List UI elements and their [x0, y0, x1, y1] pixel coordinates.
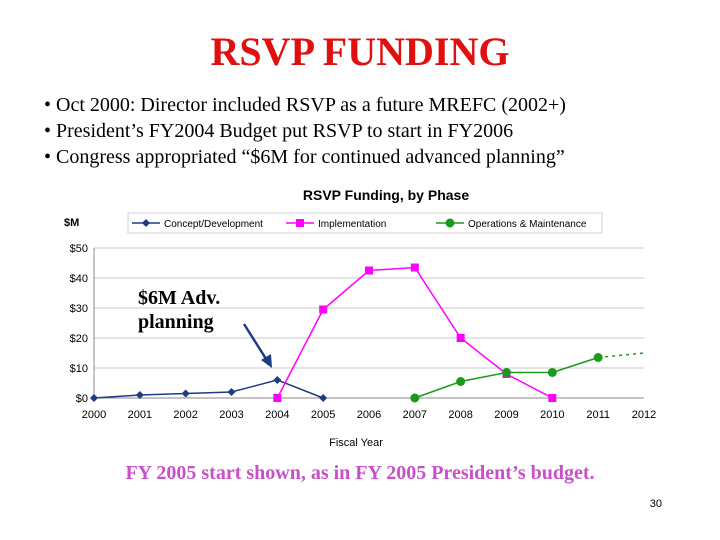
slide-title: RSVP FUNDING — [210, 29, 510, 74]
bullet-item: • Oct 2000: Director included RSVP as a … — [44, 94, 566, 116]
chart-legend: Concept/Development Implementation Operati… — [127, 212, 603, 234]
x-tick-label: 2007 — [403, 409, 427, 421]
bullet-item: • President’s FY2004 Budget put RSVP to … — [44, 120, 514, 142]
x-tick-label: 2009 — [494, 409, 518, 421]
x-tick-label: 2002 — [173, 409, 197, 421]
data-point — [273, 376, 282, 384]
data-point — [547, 368, 557, 377]
data-point — [90, 394, 98, 402]
data-point — [181, 389, 190, 398]
y-tick-label: $10 — [70, 363, 88, 375]
data-point — [319, 394, 328, 402]
x-tick-label: 2010 — [540, 409, 564, 421]
series-line — [276, 266, 553, 399]
x-tick-label: 2001 — [128, 409, 152, 421]
legend-entry: Implementation — [318, 219, 386, 230]
chart-series — [90, 263, 645, 403]
y-axis-label: $M — [64, 217, 79, 229]
series-implementation — [273, 263, 557, 402]
data-point — [548, 394, 557, 402]
annotation-callout: $6M Adv. planning — [138, 286, 248, 334]
x-axis-label: Fiscal Year — [329, 437, 383, 449]
x-tick-label: 2008 — [448, 409, 472, 421]
data-point — [410, 393, 420, 403]
data-point — [135, 391, 144, 399]
data-point — [227, 388, 236, 396]
data-point — [142, 219, 150, 227]
series-operations-maintenance — [410, 352, 645, 403]
x-tick-label: 2012 — [632, 409, 656, 421]
x-tick-label: 2003 — [219, 409, 243, 421]
y-tick-label: $20 — [70, 333, 88, 345]
bullet-item: • Congress appropriated “$6M for continu… — [44, 146, 565, 168]
bullet-list: • Oct 2000: Director included RSVP as a … — [44, 92, 714, 170]
data-point — [593, 353, 603, 362]
footnote: FY 2005 start shown, as in FY 2005 Presi… — [125, 462, 595, 484]
data-point — [456, 377, 466, 386]
data-point — [410, 263, 419, 272]
data-point — [365, 266, 373, 275]
x-tick-label: 2004 — [265, 409, 289, 421]
annotation-arrow — [242, 323, 272, 368]
y-tick-label: $0 — [76, 393, 88, 405]
chart-title: RSVP Funding, by Phase — [303, 187, 469, 203]
x-tick-label: 2005 — [311, 409, 335, 421]
legend-entry: Operations & Maintenance — [468, 219, 587, 230]
data-point — [456, 334, 465, 342]
data-point — [502, 368, 511, 377]
data-point — [319, 305, 328, 314]
annotation-line: $6M Adv. — [138, 287, 221, 309]
y-tick-label: $50 — [70, 243, 88, 255]
x-tick-label: 2006 — [357, 409, 381, 421]
data-point — [445, 218, 455, 228]
data-point — [296, 219, 304, 227]
data-point — [273, 394, 282, 402]
x-tick-label: 2011 — [586, 409, 610, 421]
legend-box — [127, 212, 603, 234]
page-number: 30 — [649, 498, 662, 510]
funding-chart: RSVP Funding, by Phase $M Fiscal Year Co… — [64, 187, 656, 449]
annotation-line: planning — [138, 311, 214, 333]
legend-entry: Concept/Development — [164, 219, 263, 230]
x-tick-label: 2000 — [82, 409, 106, 421]
y-tick-label: $40 — [70, 273, 88, 285]
series-line — [93, 379, 324, 399]
series-projection-line — [598, 352, 645, 359]
y-tick-label: $30 — [70, 303, 88, 315]
